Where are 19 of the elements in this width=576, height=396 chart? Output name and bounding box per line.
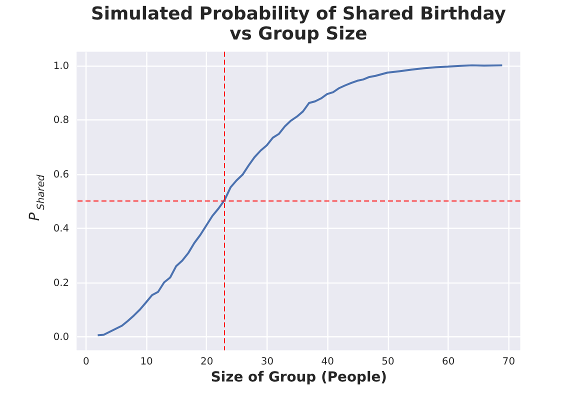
y-tick-label: 1.0	[53, 60, 70, 72]
y-tick-label: 0.8	[53, 115, 70, 126]
x-tick-label: 40	[321, 356, 334, 368]
y-tick-label: 0.0	[53, 332, 70, 344]
x-tick-label: 60	[442, 356, 455, 368]
x-tick-label: 50	[382, 356, 394, 368]
text: Simulated Probability of Shared Birthday	[90, 3, 506, 24]
x-tick-label: 20	[200, 356, 214, 368]
x-tick-label: 0	[82, 356, 90, 368]
y-axis-title: PShared	[26, 174, 47, 221]
y-tick-label: 0.6	[53, 169, 70, 180]
text: vs Group Size	[230, 23, 368, 44]
y-tick-label: 0.4	[53, 224, 70, 235]
line-series	[96, 64, 504, 336]
x-axis-title: Size of Group (People)	[210, 370, 388, 386]
x-tick-label: 30	[260, 356, 274, 368]
x-tick-label: 70	[502, 356, 516, 368]
x-tick-label: 10	[140, 356, 153, 368]
y-tick-label: 0.2	[53, 278, 70, 289]
